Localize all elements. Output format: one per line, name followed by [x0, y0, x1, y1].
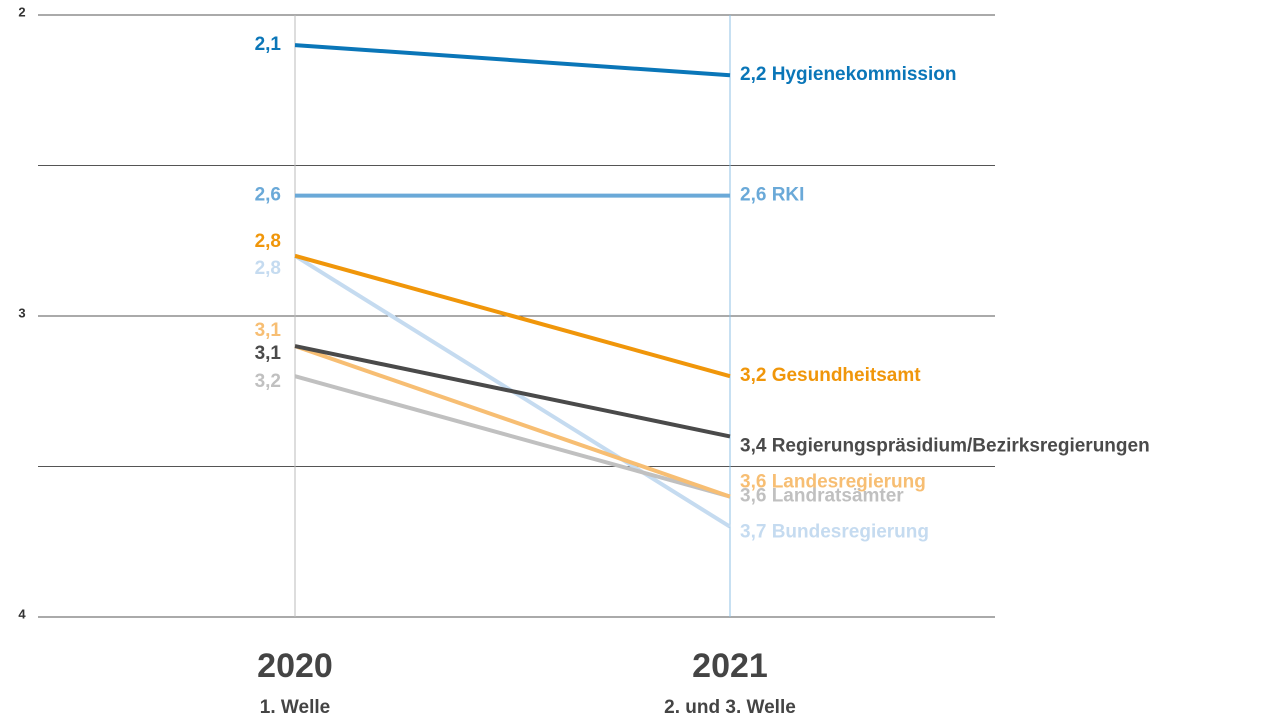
value-label: 3,6 — [740, 486, 766, 507]
end-label: 3,2 Gesundheitsamt — [740, 365, 921, 386]
end-label: 3,7 Bundesregierung — [740, 522, 929, 543]
value-label: 3,6 — [740, 472, 766, 493]
value-label: 2,8 — [255, 258, 281, 279]
series-name: RKI — [772, 185, 805, 206]
series-name: Landratsämter — [772, 486, 905, 507]
x-tick-label: 2020 — [257, 647, 333, 685]
end-label: 2,2 Hygienekommission — [740, 64, 956, 85]
value-label: 2,6 — [740, 185, 766, 206]
end-label: 2,6 RKI — [740, 185, 804, 206]
value-label: 2,6 — [255, 185, 281, 206]
end-label: 3,6 Landesregierung — [740, 472, 926, 493]
series-name: Gesundheitsamt — [772, 365, 922, 386]
value-label: 2,8 — [255, 231, 281, 252]
value-label: 3,2 — [255, 371, 281, 392]
series-name: Landesregierung — [772, 472, 926, 493]
value-label: 3,1 — [255, 343, 282, 364]
series-line — [294, 253, 731, 379]
x-tick-label: 2021 — [692, 647, 768, 685]
value-label: 3,4 — [740, 435, 767, 456]
y-tick-label: 4 — [18, 606, 26, 621]
value-label: 2,1 — [255, 34, 282, 55]
series-name: Hygienekommission — [772, 64, 957, 85]
value-label: 3,2 — [740, 365, 766, 386]
series-name: Bundesregierung — [772, 522, 929, 543]
value-label: 3,1 — [255, 320, 282, 341]
end-label: 3,6 Landratsämter — [740, 486, 904, 507]
x-sub-label: 2. und 3. Welle — [664, 697, 796, 718]
series-line — [294, 43, 731, 78]
end-label: 3,4 Regierungspräsidium/Bezirksregierung… — [740, 435, 1150, 456]
series-name: Regierungspräsidium/Bezirksregierungen — [772, 435, 1150, 456]
series-line — [294, 344, 731, 439]
series-line — [294, 374, 731, 499]
x-sub-label: 1. Welle — [260, 697, 330, 718]
y-tick-label: 3 — [18, 305, 25, 320]
value-label: 3,7 — [740, 522, 766, 543]
value-label: 2,2 — [740, 64, 766, 85]
y-tick-label: 2 — [18, 4, 25, 19]
series-line — [294, 344, 731, 499]
